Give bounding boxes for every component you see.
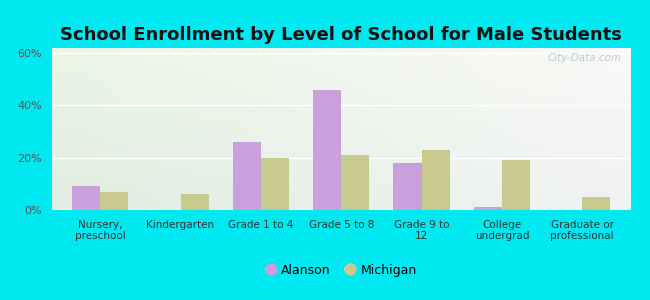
Bar (261, 158, 289, 210)
Bar (233, 142, 261, 210)
Bar (422, 150, 450, 210)
Bar (72, 187, 100, 210)
Bar (393, 163, 422, 210)
Bar (100, 192, 128, 210)
Bar (582, 197, 610, 210)
Bar (341, 155, 369, 210)
Title: School Enrollment by Level of School for Male Students: School Enrollment by Level of School for… (60, 26, 622, 44)
Bar (474, 207, 502, 210)
Text: City-Data.com: City-Data.com (548, 53, 622, 63)
Bar (313, 90, 341, 210)
Bar (181, 194, 209, 210)
Bar (502, 160, 530, 210)
Legend: Alanson, Michigan: Alanson, Michigan (261, 259, 422, 281)
